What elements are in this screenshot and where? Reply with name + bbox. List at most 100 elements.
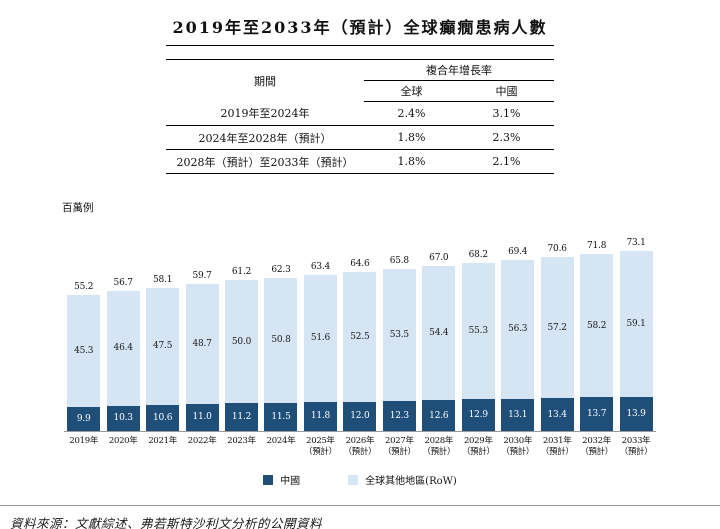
bar-total-label: 65.8 [389, 256, 409, 267]
bar-total-label: 64.6 [350, 259, 370, 270]
x-axis-label: 2031年 （預計） [540, 436, 574, 458]
china-cagr-cell: 3.1% [459, 101, 554, 126]
bar-column: 70.6 57.2 13.4 [537, 244, 576, 431]
period-cell: 2024年至2028年（預計） [166, 125, 364, 150]
bar-segment-row-value: 58.2 [586, 320, 607, 331]
bar-segment-row: 46.4 [106, 291, 140, 406]
bar-column: 55.2 45.3 9.9 [64, 282, 103, 431]
table-header-row-2: 全球 中國 [166, 80, 554, 102]
x-axis-label: 2022年 [187, 436, 217, 446]
bar-segment-row-value: 45.3 [74, 345, 94, 356]
bar-column: 61.2 50.0 11.2 [222, 267, 261, 431]
x-axis-label: 2020年 [108, 436, 138, 446]
global-cagr-cell: 2.4% [364, 101, 459, 126]
x-axis-label: 2023年 [227, 436, 256, 446]
bar-segment-row-value: 59.1 [626, 319, 646, 330]
bar-segment-row: 52.5 [343, 272, 377, 402]
bar-segment-china: 9.9 [67, 406, 101, 431]
bar-segment-row: 53.5 [382, 269, 416, 401]
bar-segment-row-value: 53.5 [389, 329, 409, 340]
title-section: 2019年至2033年（預計）全球癲癇患病人數 [0, 14, 720, 46]
bar-column: 64.6 52.5 12.0 [340, 259, 379, 431]
x-axis-label: 2033年 （預計） [619, 436, 653, 458]
bar-total-label: 62.3 [271, 264, 291, 275]
bar-total-label: 69.4 [508, 247, 528, 258]
chart-legend: 中國 全球其他地區(RoW) [0, 472, 720, 487]
bar-total-label: 58.1 [153, 274, 173, 285]
bar-segment-china-value: 13.1 [508, 409, 528, 420]
bar-segment-row: 59.1 [619, 251, 653, 397]
bar-segment-china: 12.9 [461, 399, 495, 431]
bar-total-label: 55.2 [74, 282, 94, 293]
bar-segment-china-value: 13.7 [586, 409, 607, 420]
table-header-period: 期間 [254, 74, 276, 88]
bar-total-label: 71.8 [586, 241, 607, 252]
bar-segment-china: 13.7 [580, 397, 614, 431]
bar-total-label: 61.2 [231, 267, 252, 278]
bar-total-label: 63.4 [310, 261, 331, 272]
x-axis-label: 2029年 （預計） [461, 436, 495, 458]
bar-segment-row-value: 50.0 [231, 336, 252, 347]
bar-total-label: 70.6 [547, 244, 567, 255]
table-row: 2024年至2028年（預計） 1.8% 2.3% [166, 125, 554, 150]
bar-total-label: 59.7 [192, 271, 212, 282]
bar-segment-china-value: 12.6 [429, 410, 449, 421]
source-note-section: 資料來源：文獻綜述、弗若斯特沙利文分析的公開資料 [0, 505, 720, 529]
bar-column: 73.1 59.1 13.9 [616, 238, 655, 431]
bar-total-label: 68.2 [468, 250, 488, 261]
bar-segment-china-value: 11.5 [271, 411, 291, 422]
bar-segment-china: 13.4 [540, 398, 574, 431]
x-axis-label: 2024年 [266, 436, 296, 446]
x-axis-label: 2027年 （預計） [382, 436, 416, 458]
bar-chart-bars: 55.2 45.3 9.9 56.7 46.4 10.3 58.1 47.5 10.6 59.7 4… [64, 231, 656, 432]
bar-column: 71.8 58.2 13.7 [577, 241, 616, 431]
bar-segment-row-value: 55.3 [468, 326, 488, 337]
bar-chart-xlabels: 2019年 2020年 2021年 2022年 2023年 2024年 2025年 （預計）… [64, 436, 656, 458]
x-axis-label: 2019年 [69, 436, 99, 446]
bar-column: 67.0 54.4 12.6 [419, 253, 458, 431]
bar-segment-china-value: 12.0 [350, 411, 370, 422]
table-header-global: 全球 [364, 80, 459, 102]
bar-segment-china: 10.6 [146, 404, 180, 431]
bar-segment-china: 12.3 [382, 400, 416, 431]
bar-segment-china-value: 10.3 [113, 413, 133, 424]
bar-segment-row: 56.3 [501, 260, 535, 399]
table-header-china: 中國 [459, 80, 554, 102]
stacked-bar-chart: 百萬例 55.2 45.3 9.9 56.7 46.4 10.3 58.1 47.5 10.6 5… [62, 200, 656, 458]
period-cell: 2019年至2024年 [166, 101, 364, 126]
bar-segment-china: 13.1 [501, 398, 535, 431]
bar-segment-china: 12.6 [422, 400, 456, 431]
bar-segment-china: 11.8 [303, 401, 337, 431]
y-axis-label: 百萬例 [62, 202, 94, 214]
legend-swatch-row [348, 474, 359, 485]
legend-item-row: 全球其他地區(RoW) [348, 472, 457, 487]
bar-segment-china: 11.0 [185, 403, 219, 431]
bar-segment-row-value: 48.7 [192, 338, 212, 349]
bar-segment-china: 13.9 [619, 396, 653, 431]
bar-segment-row-value: 51.6 [310, 333, 331, 344]
bar-segment-row-value: 46.4 [113, 343, 133, 354]
bar-segment-china-value: 12.3 [389, 410, 409, 421]
bar-segment-china: 12.0 [343, 401, 377, 431]
bar-column: 69.4 56.3 13.1 [498, 247, 537, 431]
bar-segment-china-value: 11.0 [192, 412, 212, 423]
chart-title: 2019年至2033年（預計）全球癲癇患病人數 [166, 14, 554, 46]
period-cell: 2028年（預計）至2033年（預計） [166, 149, 364, 174]
bar-segment-row: 57.2 [540, 257, 574, 398]
bar-segment-china-value: 10.6 [153, 412, 173, 423]
legend-label-row: 全球其他地區(RoW) [365, 476, 457, 488]
bar-segment-china-value: 11.2 [231, 412, 252, 423]
bar-total-label: 56.7 [113, 278, 133, 289]
legend-swatch-china [263, 474, 274, 485]
bar-segment-china: 11.5 [264, 402, 298, 431]
global-cagr-cell: 1.8% [364, 125, 459, 150]
bar-segment-row: 51.6 [303, 274, 337, 402]
bar-segment-row: 54.4 [422, 266, 456, 400]
bar-segment-china: 11.2 [225, 403, 259, 431]
bar-segment-china-value: 13.9 [626, 408, 646, 419]
x-axis-label: 2028年 （預計） [422, 436, 456, 458]
x-axis-label: 2026年 （預計） [343, 436, 377, 458]
x-axis-label: 2021年 [148, 436, 177, 446]
bar-segment-row-value: 52.5 [350, 331, 370, 342]
table-row: 2028年（預計）至2033年（預計） 1.8% 2.1% [166, 149, 554, 174]
